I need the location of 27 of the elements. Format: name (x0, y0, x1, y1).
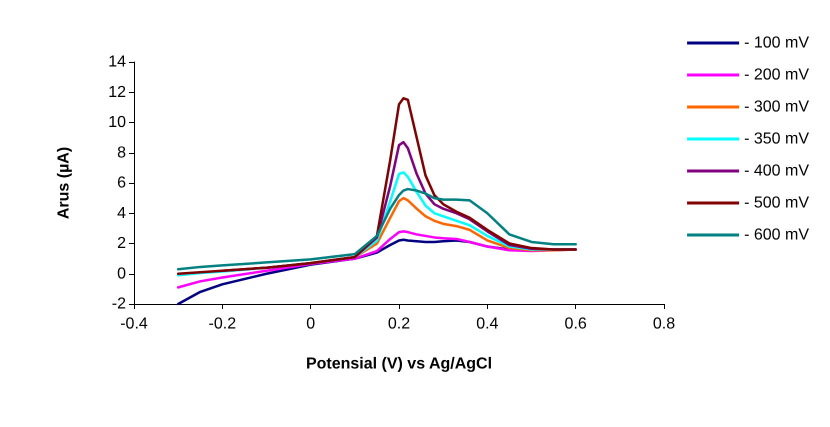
x-tick-label: 0.6 (564, 316, 587, 332)
y-tick-label: 2 (117, 235, 126, 252)
legend-label: - 300 mV (744, 98, 810, 116)
legend-label: - 400 mV (744, 162, 810, 180)
x-tick-label: 0 (306, 316, 316, 332)
line-series (176, 188, 577, 270)
y-tick-label: -2 (112, 296, 126, 312)
legend-label: - 100 mV (744, 34, 810, 52)
legend-label: - 200 mV (744, 66, 810, 84)
legend-label: - 350 mV (744, 130, 810, 148)
x-tick-label: -0.2 (208, 316, 236, 332)
legend-label: - 500 mV (744, 194, 810, 212)
y-tick-label: 12 (108, 84, 126, 101)
legend-label: - 600 mV (744, 226, 810, 244)
y-tick-label: 0 (117, 265, 126, 282)
line-series (176, 97, 577, 275)
y-tick-label: 8 (117, 144, 126, 162)
x-axis-title: Potensial (V) vs Ag/AgCl (306, 356, 492, 372)
y-tick-label: 10 (108, 114, 126, 131)
y-tick-label: 6 (117, 174, 126, 192)
x-tick-label: 0.8 (652, 316, 676, 332)
y-tick-label: 4 (117, 204, 126, 222)
x-tick-label: 0.4 (476, 316, 499, 332)
x-tick-label: 0.2 (388, 316, 410, 332)
y-axis-title: Arus (µA) (56, 146, 72, 220)
x-tick-label: -0.4 (120, 316, 148, 332)
y-tick-label: 14 (108, 54, 126, 70)
